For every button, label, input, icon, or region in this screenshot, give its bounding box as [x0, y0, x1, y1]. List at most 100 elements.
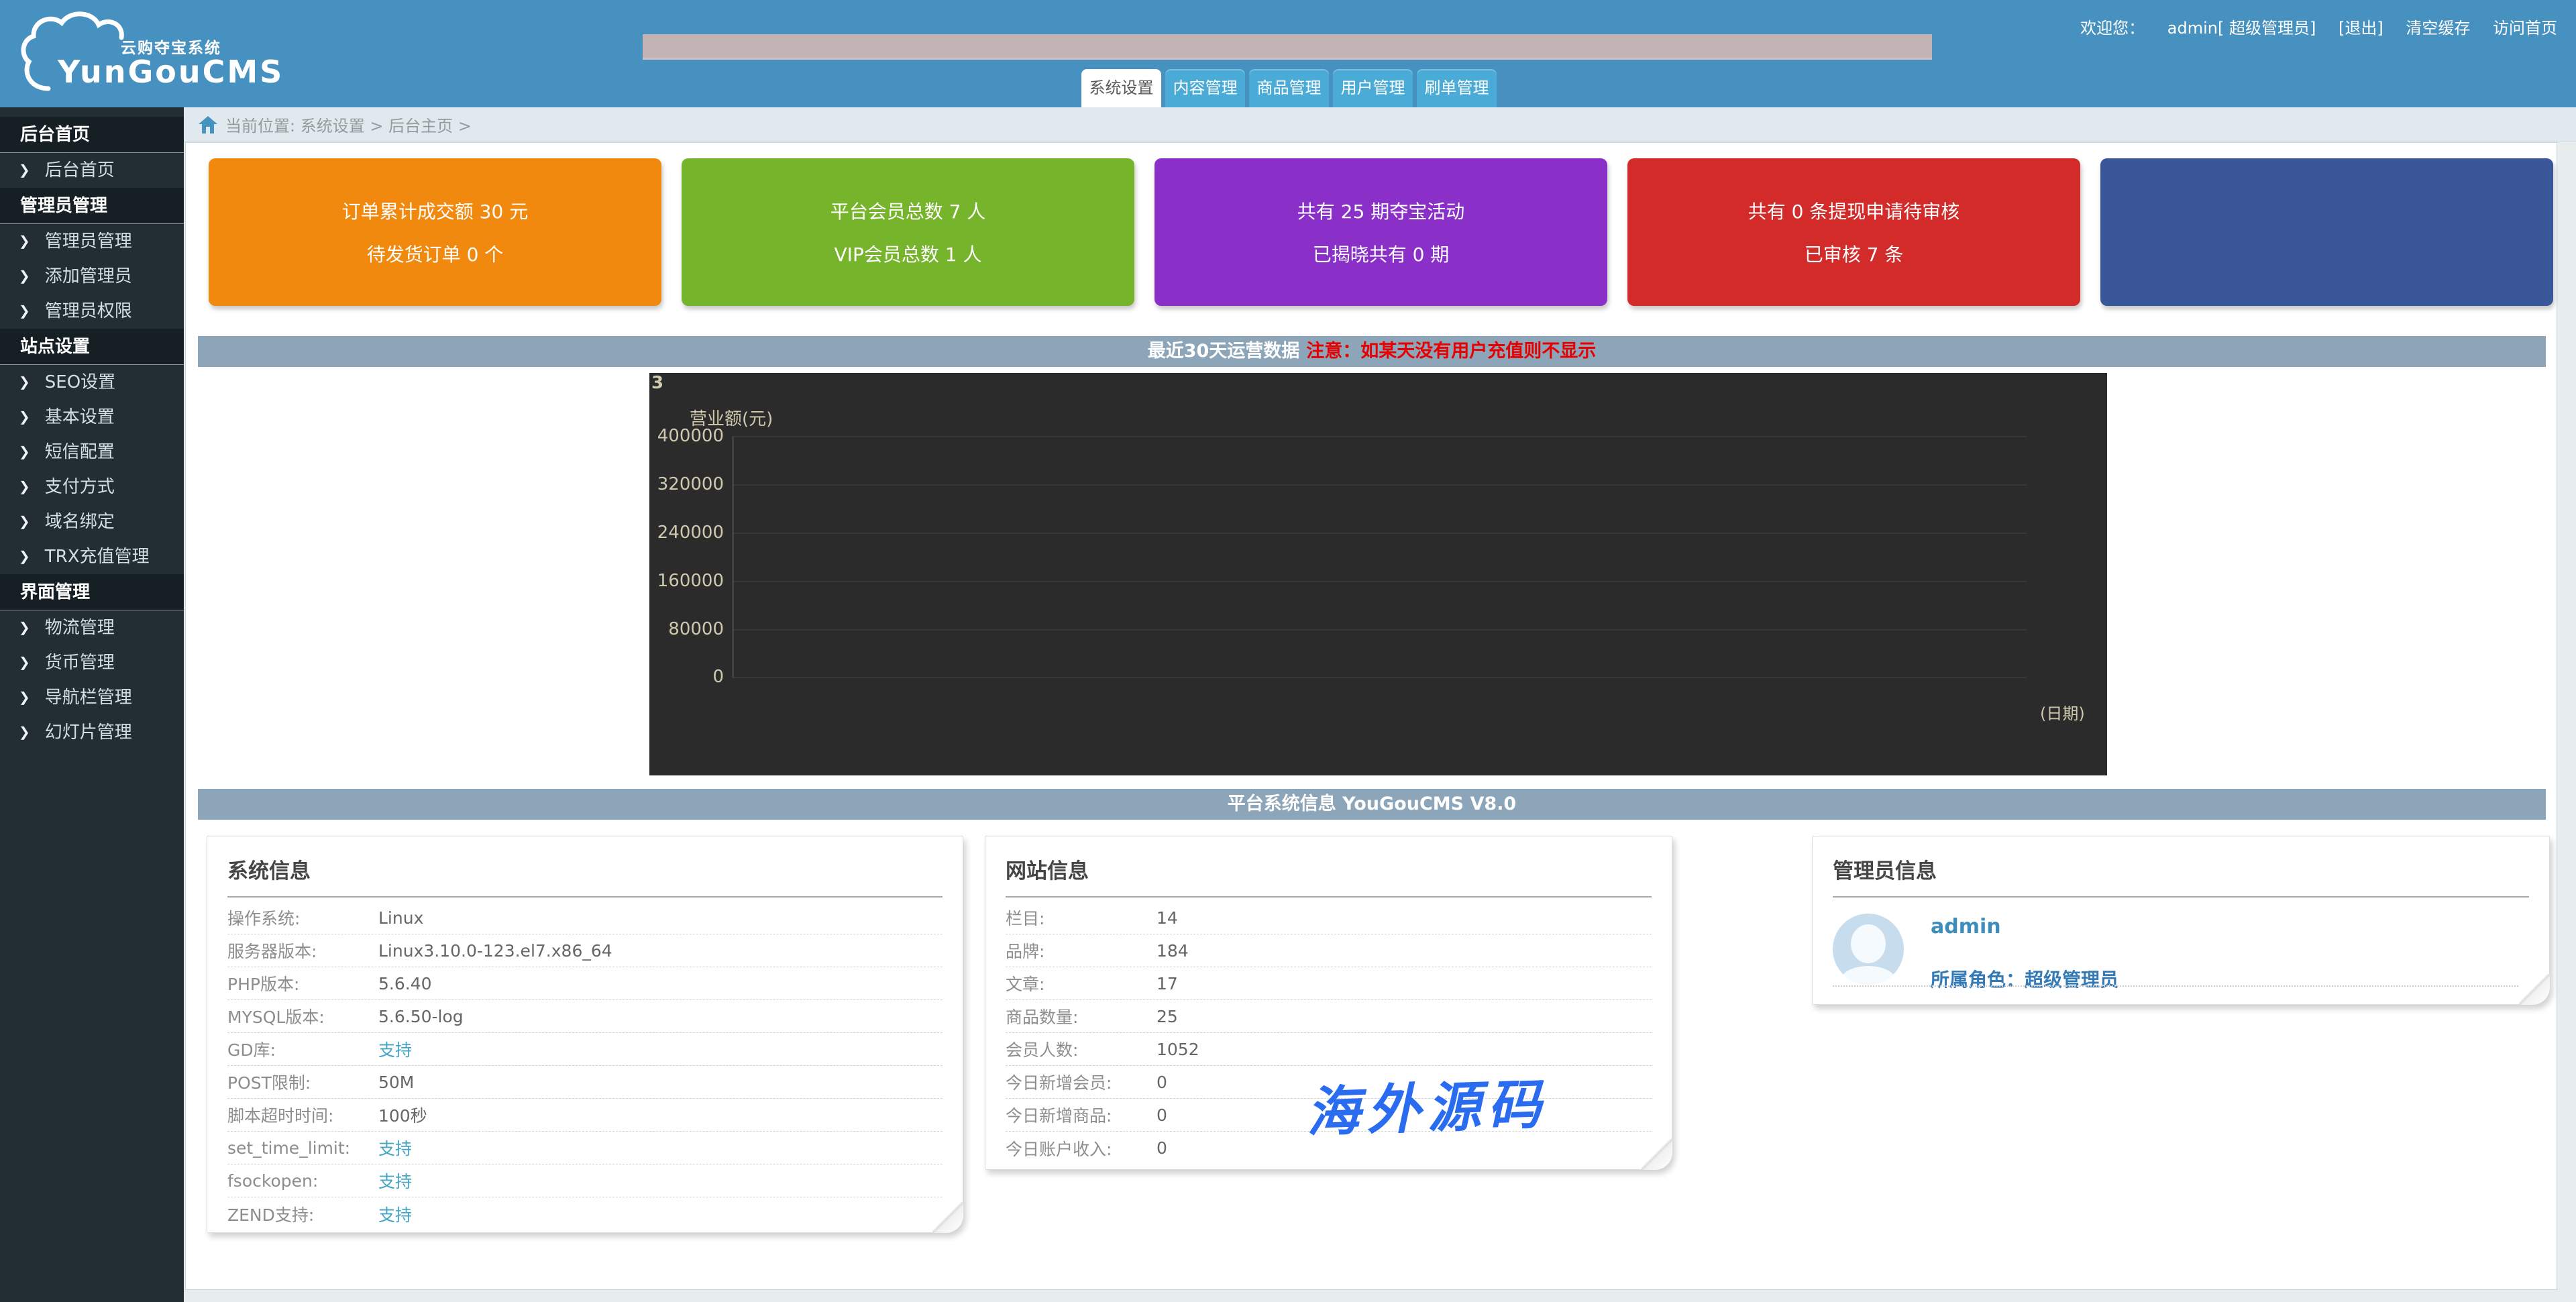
panel-title: 网站信息	[1006, 854, 1652, 898]
operations-data-header: 最近30天运营数据 注意：如某天没有用户充值则不显示	[198, 336, 2546, 367]
stat-card-empty	[2100, 158, 2553, 306]
support-link[interactable]: 支持	[378, 1040, 413, 1060]
gridline	[732, 629, 2027, 631]
logout-link[interactable]: [退出]	[2338, 19, 2383, 38]
stat-card-members: 平台会员总数 7 人 VIP会员总数 1 人	[682, 158, 1134, 306]
tab-order-brush-management[interactable]: 刷单管理	[1417, 69, 1497, 107]
sidebar-item-slideshow[interactable]: ❯ 幻灯片管理	[0, 715, 184, 750]
stat-line: 共有 0 条提现申请待审核	[1748, 201, 1960, 223]
gridline	[732, 436, 2027, 437]
main-nav-tabs: 系统设置 内容管理 商品管理 用户管理 刷单管理	[1081, 69, 1501, 107]
sidebar-item-dashboard[interactable]: ❯ 后台首页	[0, 153, 184, 188]
sidebar-item-domain-binding[interactable]: ❯ 域名绑定	[0, 504, 184, 539]
sidebar-item-navbar[interactable]: ❯ 导航栏管理	[0, 680, 184, 715]
info-row: 品牌: 184	[1006, 934, 1652, 967]
sidebar-item-currency[interactable]: ❯ 货币管理	[0, 645, 184, 680]
y-tick: 320000	[657, 474, 724, 494]
chart-y-axis-title: 营业额(元)	[690, 409, 773, 429]
admin-name-link[interactable]: admin	[1931, 915, 2001, 938]
chevron-right-icon: ❯	[19, 724, 30, 740]
sidebar-item-seo-settings[interactable]: ❯ SEO设置	[0, 365, 184, 400]
sidebar-item-sms-config[interactable]: ❯ 短信配置	[0, 435, 184, 470]
info-row: ZEND支持: 支持	[227, 1197, 943, 1230]
sidebar-item-admin-management[interactable]: ❯ 管理员管理	[0, 224, 184, 259]
chevron-right-icon: ❯	[19, 619, 30, 635]
info-row: GD库: 支持	[227, 1033, 943, 1066]
sidebar-section-dashboard: 后台首页	[0, 117, 184, 153]
info-row: POST限制: 50M	[227, 1066, 943, 1099]
chart-corner-label: 3	[651, 373, 664, 393]
clear-cache-link[interactable]: 清空缓存	[2406, 19, 2471, 38]
chevron-right-icon: ❯	[19, 303, 30, 319]
logo-title: YunGouCMS	[58, 54, 284, 90]
y-tick: 160000	[657, 571, 724, 591]
info-row: 今日账户收入: 0	[1006, 1138, 1167, 1159]
support-link[interactable]: 支持	[378, 1205, 413, 1225]
tab-content-management[interactable]: 内容管理	[1165, 69, 1245, 107]
info-row: PHP版本: 5.6.40	[227, 967, 943, 1000]
dotted-divider	[1833, 985, 2529, 987]
user-links: 欢迎您： admin[ 超级管理员] [退出] 清空缓存 访问首页	[2080, 15, 2557, 38]
support-link[interactable]: 支持	[378, 1172, 413, 1191]
y-tick: 400000	[657, 426, 724, 446]
sidebar-item-basic-settings[interactable]: ❯ 基本设置	[0, 400, 184, 435]
stat-line: 订单累计成交额 30 元	[341, 201, 529, 223]
sidebar: 后台首页 ❯ 后台首页 管理员管理 ❯ 管理员管理 ❯ 添加管理员 ❯ 管理员权限 站点…	[0, 107, 184, 1302]
sidebar-section-admin-management: 管理员管理	[0, 188, 184, 224]
stat-card-withdrawals: 共有 0 条提现申请待审核 已审核 7 条	[1627, 158, 2080, 306]
panel-title: 管理员信息	[1833, 854, 2529, 898]
app-logo: 云购夺宝系统 YunGouCMS	[19, 5, 282, 106]
system-info-panel: 系统信息 操作系统: Linux 服务器版本: Linux3.10.0-123.el…	[207, 836, 963, 1233]
revenue-chart: 3 营业额(元) 400000 320000 240000 160000 800…	[649, 373, 2107, 775]
chevron-right-icon: ❯	[19, 548, 30, 564]
tab-user-management[interactable]: 用户管理	[1333, 69, 1413, 107]
info-row: 商品数量: 25	[1006, 1000, 1652, 1033]
sidebar-item-logistics[interactable]: ❯ 物流管理	[0, 610, 184, 645]
stat-line: VIP会员总数 1 人	[834, 243, 982, 266]
panel-title: 系统信息	[227, 854, 943, 898]
gridline	[732, 484, 2027, 486]
website-info-panel: 网站信息 栏目: 14 品牌: 184 文章: 17 商品数量: 25 会员人数: 105…	[985, 836, 1672, 1170]
home-icon	[199, 115, 217, 133]
operations-data-warning: 注意：如某天没有用户充值则不显示	[1306, 341, 1597, 362]
y-tick: 240000	[657, 523, 724, 543]
chevron-right-icon: ❯	[19, 409, 30, 425]
footer-strip	[184, 1290, 2576, 1302]
sidebar-section-interface-management: 界面管理	[0, 574, 184, 610]
info-row: 服务器版本: Linux3.10.0-123.el7.x86_64	[227, 934, 943, 967]
info-row: 今日新增会员: 0	[1006, 1066, 1652, 1099]
y-tick: 80000	[668, 619, 724, 639]
support-link[interactable]: 支持	[378, 1139, 413, 1158]
platform-info-title: 平台系统信息 YouGouCMS V8.0	[1227, 794, 1517, 814]
admin-avatar	[1833, 914, 1904, 985]
gridline	[732, 677, 2027, 678]
visit-site-link[interactable]: 访问首页	[2493, 19, 2557, 38]
sidebar-item-add-admin[interactable]: ❯ 添加管理员	[0, 259, 184, 294]
info-row: 今日新增商品: 0	[1006, 1099, 1652, 1132]
sidebar-item-trx-recharge[interactable]: ❯ TRX充值管理	[0, 539, 184, 574]
admin-role: 所属角色：超级管理员	[1931, 969, 2119, 991]
operations-data-title: 最近30天运营数据	[1147, 341, 1300, 362]
admin-account-link[interactable]: admin[ 超级管理员]	[2167, 19, 2316, 38]
chevron-right-icon: ❯	[19, 268, 30, 284]
admin-info-panel: 管理员信息 admin 所属角色：超级管理员	[1812, 836, 2550, 1005]
tab-product-management[interactable]: 商品管理	[1249, 69, 1329, 107]
info-row: 会员人数: 1052	[1006, 1033, 1652, 1066]
stat-line: 已揭晓共有 0 期	[1312, 243, 1450, 266]
sidebar-item-payment-methods[interactable]: ❯ 支付方式	[0, 470, 184, 504]
avatar-shoulders-icon	[1840, 966, 1896, 985]
chevron-right-icon: ❯	[19, 443, 30, 459]
chevron-right-icon: ❯	[19, 689, 30, 705]
info-row: MYSQL版本: 5.6.50-log	[227, 1000, 943, 1033]
sidebar-item-admin-permissions[interactable]: ❯ 管理员权限	[0, 294, 184, 329]
stat-line: 平台会员总数 7 人	[830, 201, 986, 223]
notice-marquee-bar	[643, 34, 1932, 60]
welcome-label: 欢迎您：	[2080, 19, 2145, 38]
chevron-right-icon: ❯	[19, 478, 30, 494]
chevron-right-icon: ❯	[19, 654, 30, 670]
chevron-right-icon: ❯	[19, 374, 30, 390]
tab-system-settings[interactable]: 系统设置	[1081, 69, 1161, 107]
chevron-right-icon: ❯	[19, 162, 30, 178]
stat-card-activities: 共有 25 期夺宝活动 已揭晓共有 0 期	[1155, 158, 1607, 306]
chevron-right-icon: ❯	[19, 233, 30, 249]
